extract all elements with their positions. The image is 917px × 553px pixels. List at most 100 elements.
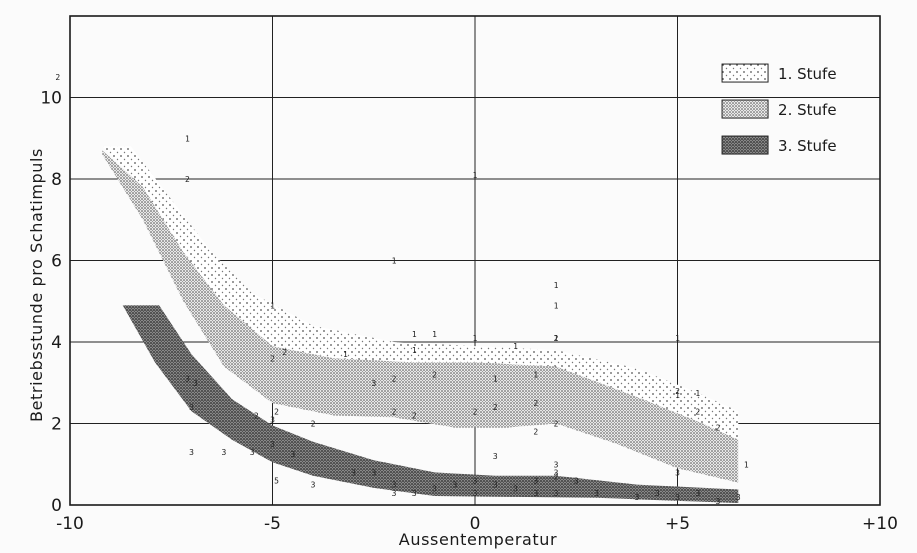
point-label-1: 1 xyxy=(554,281,559,290)
point-label-2: 2 xyxy=(695,407,700,416)
point-label-3: 3 xyxy=(189,448,194,457)
point-label-3: 3 xyxy=(185,375,190,384)
point-label-1: 1 xyxy=(554,334,559,343)
point-label-1: 1 xyxy=(675,391,680,400)
y-axis-title: Betriebsstunde pro Schatimpuls xyxy=(27,148,46,422)
point-label-3: 3 xyxy=(432,485,437,494)
x-tick-label: -10 xyxy=(56,514,84,534)
point-label-1: 1 xyxy=(493,375,498,384)
point-label-2: 2 xyxy=(254,411,259,420)
point-label-2: 2 xyxy=(493,403,498,412)
y-tick-label: 2 xyxy=(51,415,62,435)
point-label-2: 2 xyxy=(554,420,559,429)
point-label-2: 2 xyxy=(392,407,397,416)
point-label-2: 2 xyxy=(554,472,559,481)
point-label-2: 2 xyxy=(282,348,287,357)
point-label-1: 1 xyxy=(412,346,417,355)
point-label-2: 2 xyxy=(274,407,279,416)
x-tick-labels: -10 -5 0 +5 +10 xyxy=(56,514,898,534)
point-label-5: 5 xyxy=(274,477,279,486)
point-label-2: 2 xyxy=(185,175,190,184)
point-label-1: 1 xyxy=(473,171,478,180)
point-label-3: 3 xyxy=(675,468,680,477)
point-label-1: 1 xyxy=(432,330,437,339)
y-tick-label: 10 xyxy=(40,89,62,109)
point-label-3: 3 xyxy=(250,448,255,457)
point-label-3: 3 xyxy=(554,489,559,498)
legend-label-stufe-2: 2. Stufe xyxy=(778,101,837,119)
point-label-3: 3 xyxy=(270,440,275,449)
band-stufe-2 xyxy=(102,150,739,483)
point-label-1: 1 xyxy=(695,389,700,398)
point-label-3: 3 xyxy=(189,403,194,412)
point-label-1: 1 xyxy=(343,350,348,359)
point-label-3: 3 xyxy=(221,448,226,457)
point-label-1: 1 xyxy=(554,301,559,310)
bands xyxy=(102,146,739,503)
point-label-3: 3 xyxy=(473,477,478,486)
point-label-1: 1 xyxy=(513,342,518,351)
point-label-2: 2 xyxy=(412,411,417,420)
point-label-1: 1 xyxy=(533,371,538,380)
point-label-3: 3 xyxy=(351,468,356,477)
point-label-2: 2 xyxy=(554,334,559,343)
point-label-2: 2 xyxy=(716,424,721,433)
point-label-2: 2 xyxy=(270,354,275,363)
point-label-3: 3 xyxy=(371,379,376,388)
legend-label-stufe-3: 3. Stufe xyxy=(778,137,837,155)
point-label-3: 3 xyxy=(493,452,498,461)
legend-swatch-stufe-2 xyxy=(721,99,769,119)
legend-swatch-stufe-3 xyxy=(721,135,769,155)
point-label-1: 1 xyxy=(412,330,417,339)
y-tick-label: 8 xyxy=(51,170,62,190)
x-tick-label: 0 xyxy=(470,514,481,534)
point-label-3: 3 xyxy=(554,468,559,477)
point-label-1: 1 xyxy=(473,334,478,343)
point-label-3: 3 xyxy=(574,477,579,486)
band-stufe-1 xyxy=(102,146,739,440)
band-stufe-3 xyxy=(122,305,739,503)
point-label-3: 3 xyxy=(412,489,417,498)
x-tick-label: -5 xyxy=(264,514,281,534)
point-label-3: 3 xyxy=(193,379,198,388)
plot-border xyxy=(69,15,881,506)
y-tick-label: 0 xyxy=(51,496,62,516)
point-label-1: 1 xyxy=(185,134,190,143)
point-label-2: 2 xyxy=(311,420,316,429)
point-label-3: 3 xyxy=(452,481,457,490)
point-label-2: 2 xyxy=(533,428,538,437)
point-label-3: 3 xyxy=(655,489,660,498)
point-label-3: 3 xyxy=(695,489,700,498)
point-label-3: 3 xyxy=(554,460,559,469)
point-label-2: 2 xyxy=(55,73,60,82)
point-label-2: 2 xyxy=(675,387,680,396)
point-label-3: 3 xyxy=(493,481,498,490)
point-label-1: 1 xyxy=(675,334,680,343)
legend: 1. Stufe 2. Stufe 3. Stufe xyxy=(721,63,837,155)
point-label-3: 3 xyxy=(716,497,721,506)
point-label-3: 3 xyxy=(392,489,397,498)
y-tick-label: 4 xyxy=(51,333,62,353)
point-label-1: 1 xyxy=(744,460,749,469)
y-tick-labels: 0 2 4 6 8 10 xyxy=(40,89,62,517)
point-label-1: 1 xyxy=(392,257,397,266)
point-label-3: 3 xyxy=(675,493,680,502)
point-label-3: 3 xyxy=(473,489,478,498)
legend-swatch-stufe-1 xyxy=(721,63,769,83)
point-label-3: 3 xyxy=(635,493,640,502)
legend-label-stufe-1: 1. Stufe xyxy=(778,65,837,83)
point-label-3: 3 xyxy=(594,489,599,498)
point-label-3: 3 xyxy=(270,415,275,424)
point-label-3: 3 xyxy=(311,481,316,490)
point-label-2: 2 xyxy=(432,371,437,380)
point-label-3: 3 xyxy=(290,450,295,459)
x-tick-label: +10 xyxy=(862,514,898,534)
x-axis-title: Aussentemperatur xyxy=(399,530,557,549)
point-label-3: 3 xyxy=(513,485,518,494)
x-tick-label: +5 xyxy=(665,514,690,534)
point-label-1: 1 xyxy=(270,301,275,310)
point-label-3: 3 xyxy=(533,489,538,498)
